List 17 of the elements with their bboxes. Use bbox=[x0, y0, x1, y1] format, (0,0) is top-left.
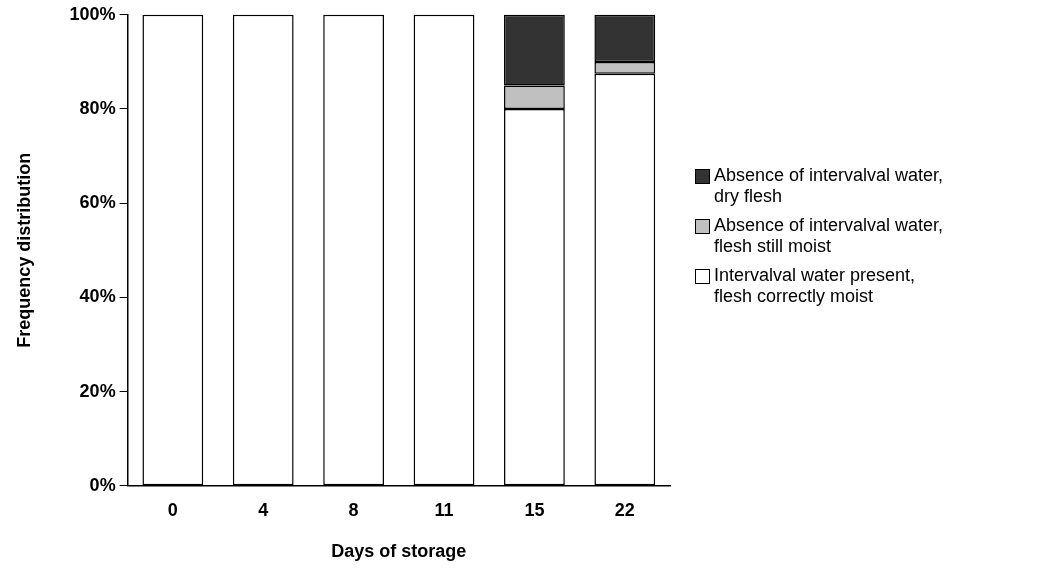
x-tick-label: 15 bbox=[524, 499, 545, 520]
x-tick-label: 22 bbox=[614, 499, 635, 520]
x-axis-title: Days of storage bbox=[331, 541, 467, 562]
legend-label: Absence of intervalval water, dry flesh bbox=[714, 165, 945, 207]
y-axis-title: Frequency distribution bbox=[13, 152, 34, 348]
text: Intervalval water present, flesh correctly moist bbox=[714, 265, 917, 307]
y-tick-label: 60% bbox=[79, 192, 116, 213]
x-tick-label: 8 bbox=[348, 499, 359, 520]
y-tick-label: 40% bbox=[79, 286, 116, 307]
x-tick-label: 11 bbox=[434, 499, 454, 520]
legend-label: Absence of intervalval water, flesh still moist bbox=[714, 215, 945, 257]
y-tick-label: 80% bbox=[79, 97, 116, 118]
y-tick-label: 0% bbox=[89, 474, 116, 495]
y-tick-label: 100% bbox=[69, 3, 116, 24]
x-tick-label: 0 bbox=[167, 499, 178, 520]
x-tick-label: 4 bbox=[258, 499, 269, 520]
y-tick-label: 20% bbox=[79, 380, 116, 401]
